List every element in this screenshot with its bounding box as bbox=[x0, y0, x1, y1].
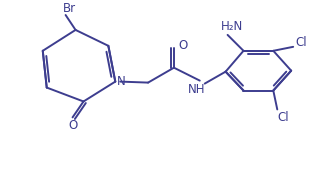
Text: Cl: Cl bbox=[295, 36, 307, 49]
Text: O: O bbox=[68, 119, 77, 132]
Text: NH: NH bbox=[188, 83, 205, 96]
Text: N: N bbox=[117, 75, 126, 88]
Text: O: O bbox=[178, 39, 187, 52]
Text: Cl: Cl bbox=[277, 111, 289, 124]
Text: Br: Br bbox=[63, 2, 76, 15]
Text: H₂N: H₂N bbox=[221, 21, 243, 33]
